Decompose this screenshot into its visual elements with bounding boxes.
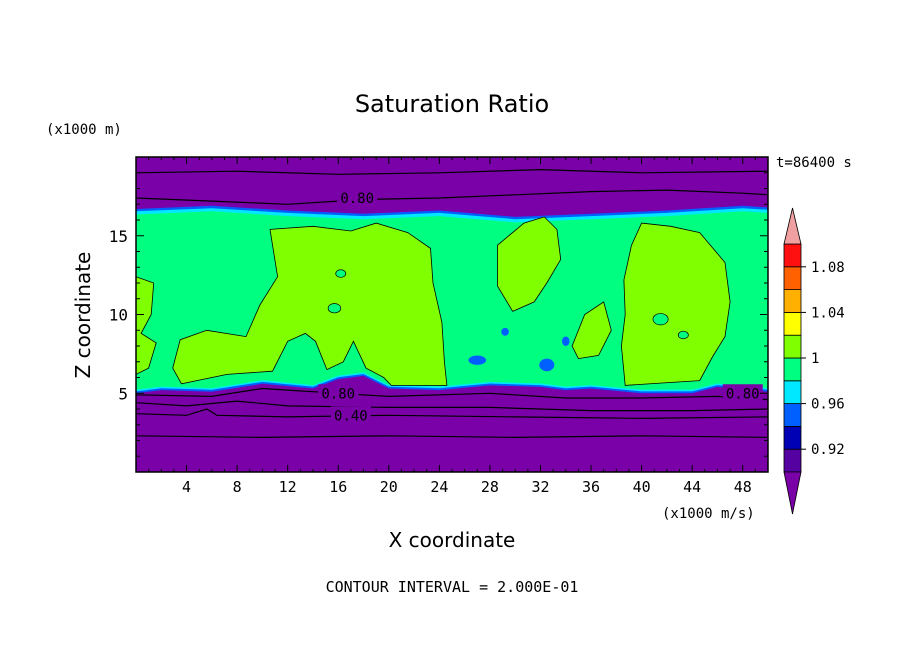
x-tick-label: 12 (279, 478, 297, 496)
x-tick-label: 32 (531, 478, 549, 496)
time-label: t=86400 s (776, 155, 852, 171)
contour-line (136, 387, 768, 401)
y-tick-label: 5 (118, 384, 128, 403)
colorbar-tick-label: 0.96 (811, 397, 845, 413)
colorbar-swatch (783, 380, 802, 404)
y-tick-label: 15 (109, 227, 128, 246)
colorbar: 1.08 1.04 1 0.96 0.92 (783, 207, 845, 515)
contour-label: 0.80 (321, 386, 355, 402)
fill-band-0-98-hole (327, 303, 342, 314)
contour-label: 0.40 (334, 408, 368, 424)
x-tick-label: 36 (582, 478, 600, 496)
fill-band-1-00-region (136, 276, 157, 375)
x-tick-label: 40 (633, 478, 651, 496)
contour-line (136, 189, 768, 205)
x-tick-label: 4 (182, 478, 191, 496)
colorbar-tick-label: 1 (811, 351, 819, 367)
colorbar-tick-label: 1.04 (811, 305, 845, 321)
colorbar-under-triangle (783, 471, 802, 515)
contour-label: 0.80 (726, 386, 760, 402)
fill-band-1-00-region (172, 222, 448, 386)
colorbar-tick-label: 1.08 (811, 260, 845, 276)
colorbar-tick-label: 0.92 (811, 442, 845, 458)
colorbar-over-triangle (783, 207, 802, 245)
x-tick-label: 16 (329, 478, 347, 496)
fill-band-1-00-region (620, 222, 731, 386)
contour-label-bg (330, 406, 371, 423)
colorbar-swatch (783, 403, 802, 427)
contour-labels: 0.80 0.80 0.80 0.40 (318, 188, 763, 424)
x-axis-label: X coordinate (389, 528, 516, 552)
chart-title: Saturation Ratio (355, 90, 549, 118)
fill-band-0-94-patch (468, 355, 487, 365)
fill-band-0-98-hole (335, 269, 347, 278)
colorbar-swatch (783, 357, 802, 382)
contour-label: 0.80 (340, 191, 374, 207)
contour-interval-footer: CONTOUR INTERVAL = 2.000E-01 (326, 578, 579, 596)
x-unit-label: (x1000 m/s) (662, 506, 755, 522)
plot-fields (136, 157, 768, 472)
contour-line (136, 408, 768, 420)
fill-band-0-98-hole (677, 330, 689, 340)
colorbar-swatch (783, 425, 802, 450)
contour-line (136, 435, 768, 439)
x-tick-label: 20 (380, 478, 398, 496)
y-axis-label: Z coordinate (71, 252, 95, 379)
colorbar-swatch (783, 243, 802, 268)
y-tick-label: 10 (109, 306, 128, 325)
x-tick-label: 28 (481, 478, 499, 496)
colorbar-swatch (783, 266, 802, 290)
fill-band-0-94-patch (561, 336, 570, 346)
plot-area (136, 157, 768, 472)
fill-band-0-94-patch (539, 358, 555, 372)
contour-label-bg (722, 384, 763, 401)
fill-band-1-00-region (571, 301, 612, 360)
contour-line (136, 400, 768, 412)
fill-band-1-00-region (497, 216, 562, 312)
y-unit-label: (x1000 m) (46, 122, 122, 138)
x-tick-label: 8 (233, 478, 242, 496)
colorbar-swatch (783, 311, 802, 336)
contour-label-bg (337, 188, 378, 205)
x-tick-label: 48 (734, 478, 752, 496)
colorbar-swatch (783, 334, 802, 359)
fill-band-0-94-patch (501, 327, 509, 336)
colorbar-swatch (783, 448, 802, 473)
x-tick-label: 24 (430, 478, 448, 496)
fill-band-0-98-hole (652, 313, 669, 326)
colorbar-swatch (783, 289, 802, 313)
contour-line (136, 168, 768, 175)
x-tick-label: 44 (683, 478, 701, 496)
contour-label-bg (318, 384, 359, 401)
